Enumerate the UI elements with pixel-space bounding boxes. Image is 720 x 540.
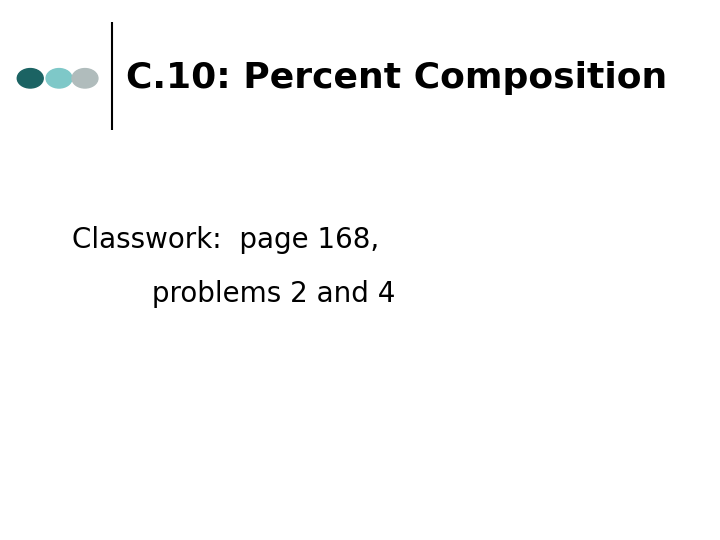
Text: problems 2 and 4: problems 2 and 4 [72, 280, 395, 308]
Circle shape [17, 69, 43, 88]
Text: C.10: Percent Composition: C.10: Percent Composition [126, 62, 667, 95]
Circle shape [72, 69, 98, 88]
Circle shape [46, 69, 72, 88]
Text: Classwork:  page 168,: Classwork: page 168, [72, 226, 379, 254]
